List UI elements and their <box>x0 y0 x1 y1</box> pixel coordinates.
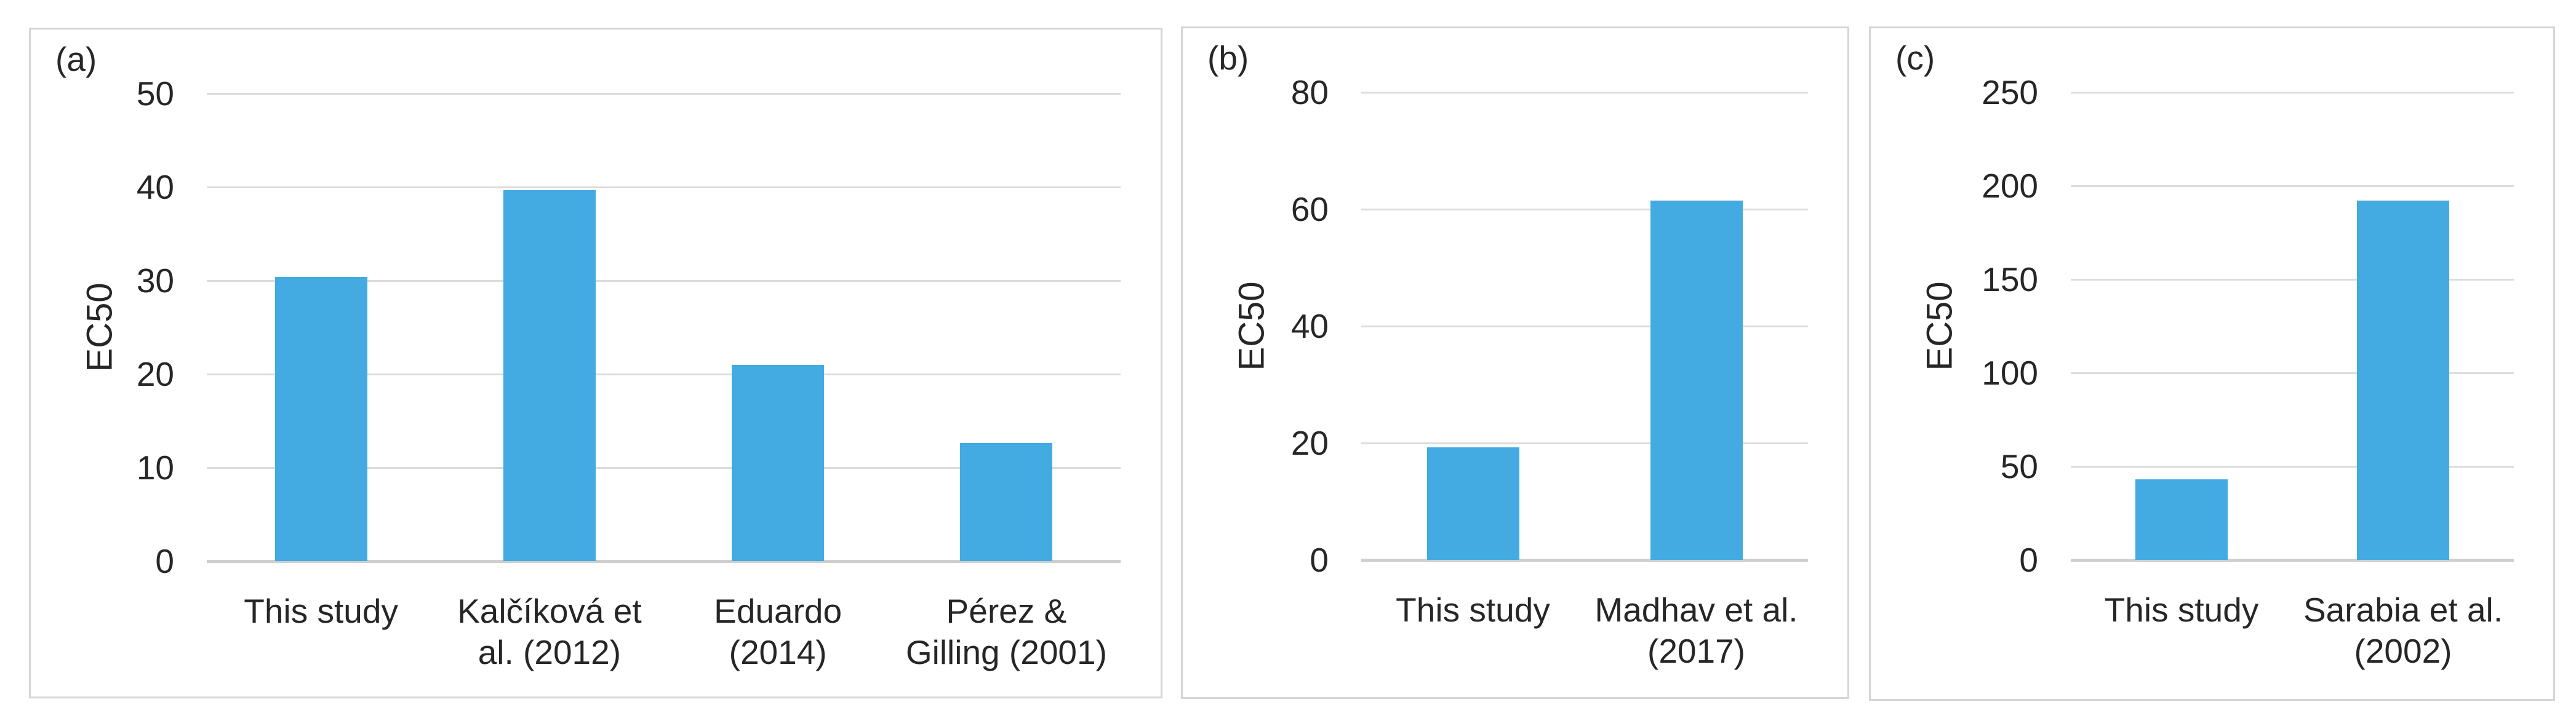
x-axis-line <box>1361 559 1808 562</box>
y-tick-label-250: 250 <box>1982 73 2038 111</box>
x-category-label: This study <box>1396 591 1550 629</box>
y-tick-label-20: 20 <box>136 355 174 393</box>
x-axis-labels: This study Kalčíková et al. (2012) Eduardo… <box>207 591 1121 673</box>
x-axis-line <box>2071 559 2514 562</box>
bar-madhav-et-al-2017 <box>1650 201 1743 560</box>
y-tick-label-80: 80 <box>1290 73 1329 111</box>
plot-area <box>2071 91 2514 562</box>
gridline-y250 <box>2071 91 2514 94</box>
chart-panel-b: (b) EC50 0 20 40 60 80 This study Madhav et a… <box>1181 26 1849 699</box>
y-tick-label-200: 200 <box>1982 167 2038 205</box>
y-tick-label-100: 100 <box>1982 354 2038 392</box>
gridline-y50 <box>2071 465 2514 468</box>
x-category-label: Sarabia et al. (2002) <box>2303 591 2503 670</box>
gridline-y40 <box>207 186 1121 188</box>
bar-sarabia-et-al-2002 <box>2357 201 2449 560</box>
x-category-label: Eduardo (2014) <box>714 592 842 671</box>
gridline-y30 <box>207 279 1121 282</box>
x-category-label: Kalčíková et al. (2012) <box>457 592 642 671</box>
plot-area <box>207 92 1121 563</box>
x-axis-labels: This study Sarabia et al. (2002) <box>2071 589 2514 672</box>
x-category-label: Madhav et al. (2017) <box>1594 591 1798 670</box>
gridline-y150 <box>2071 278 2514 281</box>
y-tick-label-0: 0 <box>1310 541 1329 579</box>
panel-letter-b: (b) <box>1207 39 1249 77</box>
gridline-y80 <box>1361 91 1808 94</box>
x-axis-labels: This study Madhav et al. (2017) <box>1361 589 1808 672</box>
gridline-y20 <box>207 373 1121 375</box>
plot-area <box>1361 91 1808 562</box>
y-tick-label-40: 40 <box>1290 307 1329 345</box>
y-axis-ticks: 0 50 100 150 200 250 <box>1871 28 2038 703</box>
bar-eduardo-2014 <box>732 365 824 561</box>
bar-p-rez-gilling-2001 <box>960 443 1052 561</box>
bar-kal-kov-et-al-2012 <box>503 190 596 561</box>
y-tick-label-60: 60 <box>1290 190 1329 228</box>
gridline-y40 <box>1361 325 1808 327</box>
y-tick-label-20: 20 <box>1290 424 1329 462</box>
y-tick-label-40: 40 <box>136 168 174 206</box>
chart-panel-a: (a) EC50 0 10 20 30 40 50 This study Kalčíková… <box>29 28 1162 698</box>
y-tick-label-0: 0 <box>155 542 174 580</box>
panel-letter-c: (c) <box>1895 39 1935 77</box>
gridline-y60 <box>1361 208 1808 210</box>
gridline-y10 <box>207 466 1121 469</box>
panel-letter-a: (a) <box>55 40 97 78</box>
bar-this-study <box>2135 479 2228 560</box>
x-category-label: This study <box>2104 591 2259 629</box>
x-category-label: Pérez & Gilling (2001) <box>905 592 1107 671</box>
bar-this-study <box>1427 447 1519 560</box>
y-tick-label-150: 150 <box>1982 260 2038 298</box>
y-tick-label-50: 50 <box>2000 447 2038 485</box>
y-axis-ticks: 0 10 20 30 40 50 <box>31 30 174 700</box>
gridline-y20 <box>1361 442 1808 444</box>
y-tick-label-30: 30 <box>136 262 174 300</box>
y-axis-ticks: 0 20 40 60 80 <box>1183 28 1329 701</box>
y-tick-label-10: 10 <box>136 449 174 487</box>
y-tick-label-0: 0 <box>2019 541 2038 579</box>
chart-panel-c: (c) EC50 0 50 100 150 200 250 This study Sarab… <box>1869 26 2555 701</box>
gridline-y50 <box>207 92 1121 95</box>
gridline-y200 <box>2071 185 2514 187</box>
gridline-y100 <box>2071 372 2514 374</box>
x-axis-line <box>207 560 1121 563</box>
x-category-label: This study <box>244 592 398 630</box>
y-tick-label-50: 50 <box>136 74 174 113</box>
bar-this-study <box>275 277 367 561</box>
